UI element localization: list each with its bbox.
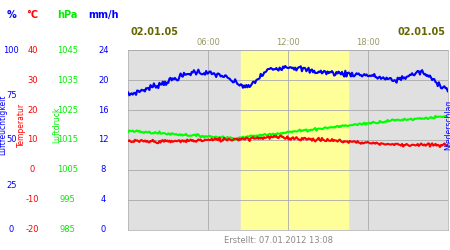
Text: -10: -10 [26, 196, 39, 204]
Text: Erstellt: 07.01.2012 13:08: Erstellt: 07.01.2012 13:08 [225, 236, 333, 245]
Text: 02.01.05: 02.01.05 [130, 28, 179, 38]
Text: 0: 0 [9, 226, 14, 234]
Text: 1025: 1025 [57, 106, 78, 114]
Text: 20: 20 [98, 76, 109, 84]
Text: 75: 75 [6, 90, 17, 100]
Text: 0: 0 [101, 226, 106, 234]
Text: 30: 30 [27, 76, 38, 84]
Text: 16: 16 [98, 106, 109, 114]
Text: 1035: 1035 [57, 76, 78, 84]
Text: 4: 4 [101, 196, 106, 204]
Text: %: % [6, 10, 16, 20]
Text: 8: 8 [101, 166, 106, 174]
Text: Niederschlag: Niederschlag [445, 100, 450, 150]
Text: mm/h: mm/h [88, 10, 119, 20]
Text: 1015: 1015 [57, 136, 78, 144]
Text: Luftdruck: Luftdruck [52, 107, 61, 143]
Text: Luftfeuchtigkeit: Luftfeuchtigkeit [0, 95, 7, 155]
Text: 985: 985 [59, 226, 76, 234]
Text: 995: 995 [59, 196, 76, 204]
Text: hPa: hPa [57, 10, 78, 20]
Text: 12: 12 [98, 136, 109, 144]
Text: °C: °C [27, 10, 38, 20]
Text: 40: 40 [27, 46, 38, 54]
Text: Temperatur: Temperatur [17, 103, 26, 147]
Text: 1045: 1045 [57, 46, 78, 54]
Text: 02.01.05: 02.01.05 [397, 28, 446, 38]
Text: 24: 24 [98, 46, 109, 54]
Bar [241, 50, 348, 230]
Text: 100: 100 [4, 46, 19, 54]
Text: 1005: 1005 [57, 166, 78, 174]
Text: -20: -20 [26, 226, 39, 234]
Text: 0: 0 [30, 166, 35, 174]
Text: 20: 20 [27, 106, 38, 114]
Text: 10: 10 [27, 136, 38, 144]
Text: 50: 50 [6, 136, 17, 144]
Text: 25: 25 [6, 180, 17, 190]
